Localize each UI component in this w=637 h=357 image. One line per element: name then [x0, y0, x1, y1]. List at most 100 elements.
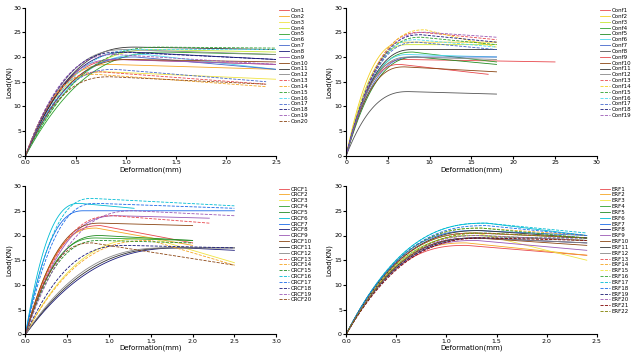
Con14: [47, 98, 55, 102]
CRCF10: [90, 221, 98, 226]
ERF12: [467, 236, 475, 240]
Conf7: [389, 60, 396, 64]
CRCF16: [231, 204, 238, 208]
ERF6: [374, 280, 382, 284]
Con11: [47, 102, 54, 107]
ERF16: [367, 290, 375, 294]
Con20: [262, 82, 270, 86]
Conf11: [473, 47, 481, 52]
ERF11: [436, 234, 444, 238]
CRCF7: [80, 208, 88, 213]
Con14: [70, 76, 78, 81]
ERF15: [371, 286, 379, 290]
Conf8: [492, 92, 500, 96]
Conf17: [342, 154, 350, 158]
CRCF4: [167, 238, 175, 242]
Line: ERF16: ERF16: [346, 228, 587, 335]
ERF8: [371, 287, 379, 291]
CRCF15: [22, 332, 29, 337]
Line: ERF19: ERF19: [346, 238, 587, 335]
ERF17: [483, 221, 490, 225]
Line: Con15: Con15: [25, 47, 276, 156]
Legend: Con1, Con2, Con3, Con4, Con5, Con6, Con7, Con8, Con9, Con10, Con11, Con12, Con13: Con1, Con2, Con3, Con4, Con5, Con6, Con7…: [278, 7, 309, 125]
Conf1: [401, 57, 408, 62]
ERF20: [373, 286, 380, 290]
Conf11: [342, 154, 350, 158]
Line: CRCF14: CRCF14: [25, 241, 234, 335]
Line: ERF6: ERF6: [346, 223, 587, 335]
Conf2: [401, 40, 408, 44]
Con13: [49, 96, 57, 101]
Conf8: [400, 90, 408, 94]
Con20: [226, 80, 234, 85]
Line: Conf16: Conf16: [346, 40, 496, 156]
Conf3: [405, 42, 413, 47]
Conf7: [409, 55, 417, 59]
CRCF6: [34, 271, 41, 275]
Con16: [64, 81, 72, 86]
Con7: [273, 67, 280, 71]
ERF5: [342, 332, 350, 337]
Conf15: [342, 154, 350, 158]
Con7: [22, 154, 29, 158]
ERF4: [473, 233, 480, 238]
ERF16: [342, 332, 350, 337]
ERF8: [342, 332, 350, 337]
ERF17: [440, 227, 447, 231]
Con3: [51, 96, 59, 101]
Conf12: [386, 60, 394, 64]
Conf13: [394, 36, 402, 41]
Conf7: [473, 55, 481, 59]
ERF4: [583, 238, 590, 243]
ERF20: [478, 233, 485, 238]
CRCF14: [45, 295, 52, 299]
Con9: [235, 61, 243, 65]
Conf14: [371, 68, 379, 72]
Conf17: [408, 40, 415, 45]
CRCF13: [183, 219, 191, 223]
Conf11: [409, 47, 417, 52]
ERF5: [371, 285, 379, 289]
Con11: [123, 45, 131, 50]
ERF10: [371, 287, 379, 291]
ERF15: [473, 233, 480, 238]
Con6: [105, 57, 113, 62]
CRCF5: [39, 286, 47, 290]
ERF2: [364, 296, 372, 300]
CRCF4: [38, 287, 45, 291]
Line: CRCF3: CRCF3: [25, 238, 234, 335]
Con3: [22, 154, 29, 158]
Line: CRCF1: CRCF1: [25, 226, 192, 335]
Conf10: [492, 70, 500, 74]
Conf19: [357, 105, 364, 109]
Conf17: [475, 46, 482, 50]
Con15: [157, 45, 165, 49]
Line: CRCF17: CRCF17: [25, 203, 234, 335]
Conf8: [473, 91, 480, 96]
ERF10: [366, 294, 374, 298]
ERF22: [560, 235, 568, 239]
Con15: [47, 110, 54, 115]
CRCF7: [62, 215, 70, 219]
ERF4: [371, 286, 379, 290]
Con4: [245, 49, 252, 54]
Con13: [90, 70, 98, 74]
CRCF14: [50, 288, 57, 292]
Con20: [53, 100, 61, 104]
CRCF18: [122, 243, 129, 247]
ERF20: [436, 238, 444, 243]
CRCF20: [231, 263, 238, 267]
CRCF1: [49, 258, 57, 262]
Conf5: [355, 114, 363, 119]
Con17: [22, 154, 29, 158]
X-axis label: Deformation(mm): Deformation(mm): [120, 166, 182, 173]
Con10: [22, 154, 29, 158]
ERF10: [433, 241, 440, 245]
Conf11: [492, 47, 500, 52]
Con20: [100, 75, 108, 79]
ERF9: [557, 246, 565, 250]
Conf2: [364, 76, 371, 81]
Con10: [41, 115, 48, 120]
Con1: [109, 57, 117, 62]
CRCF17: [71, 208, 78, 212]
